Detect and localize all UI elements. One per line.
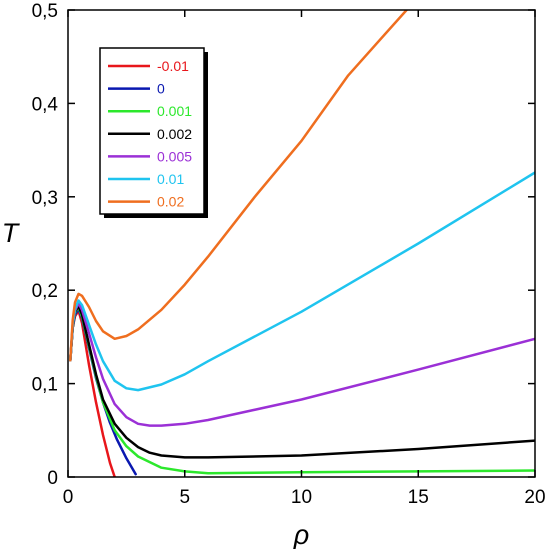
series-line-1 (69, 307, 137, 476)
legend-box (99, 47, 205, 215)
legend-entry-label: 0.01 (157, 171, 184, 187)
series-line-4 (69, 302, 535, 427)
series-line-5 (69, 171, 535, 392)
y-tick-label: 0,4 (32, 94, 59, 115)
y-tick-label: 0 (47, 468, 58, 489)
y-tick-label: 0,3 (32, 188, 58, 209)
y-tick-label: 0,2 (32, 281, 58, 302)
y-axis-label: T (2, 218, 21, 248)
x-tick-label: 15 (408, 487, 429, 508)
legend: -0.01 0 0.001 0.002 0.005 0.01 0.02 (99, 47, 208, 218)
legend-entry-label: 0.02 (157, 194, 184, 210)
axis-ticks-group: 0 5 10 15 20 0 0,1 0,2 0,3 0,4 0,5 (32, 1, 546, 508)
legend-entry-label: -0.01 (157, 58, 189, 74)
y-tick-label: 0,5 (32, 1, 58, 22)
legend-entry-label: 0.005 (157, 148, 192, 164)
legend-entry-label: 0.001 (157, 103, 192, 119)
x-tick-label: 10 (291, 487, 312, 508)
y-tick-label: 0,1 (32, 375, 58, 396)
x-tick-label: 5 (179, 487, 190, 508)
plot-series-group (69, 10, 535, 477)
x-axis-label: ρ (293, 520, 309, 549)
x-tick-label: 0 (63, 487, 74, 508)
x-tick-label: 20 (524, 487, 545, 508)
legend-entry-label: 0 (157, 81, 165, 97)
legend-entry-label: 0.002 (157, 126, 192, 142)
series-line-6 (69, 10, 408, 362)
